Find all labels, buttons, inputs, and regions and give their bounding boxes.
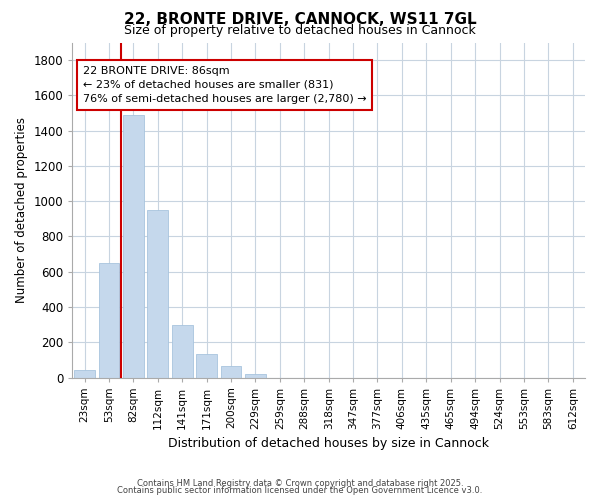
Text: Size of property relative to detached houses in Cannock: Size of property relative to detached ho… xyxy=(124,24,476,37)
Bar xyxy=(123,115,144,378)
Bar xyxy=(172,326,193,378)
Text: 22 BRONTE DRIVE: 86sqm
← 23% of detached houses are smaller (831)
76% of semi-de: 22 BRONTE DRIVE: 86sqm ← 23% of detached… xyxy=(83,66,366,104)
Bar xyxy=(148,210,168,378)
Text: Contains HM Land Registry data © Crown copyright and database right 2025.: Contains HM Land Registry data © Crown c… xyxy=(137,478,463,488)
Bar xyxy=(221,366,241,378)
Text: Contains public sector information licensed under the Open Government Licence v3: Contains public sector information licen… xyxy=(118,486,482,495)
Text: 22, BRONTE DRIVE, CANNOCK, WS11 7GL: 22, BRONTE DRIVE, CANNOCK, WS11 7GL xyxy=(124,12,476,28)
X-axis label: Distribution of detached houses by size in Cannock: Distribution of detached houses by size … xyxy=(168,437,489,450)
Bar xyxy=(98,263,119,378)
Bar xyxy=(74,370,95,378)
Y-axis label: Number of detached properties: Number of detached properties xyxy=(15,117,28,303)
Bar xyxy=(245,374,266,378)
Bar xyxy=(196,354,217,378)
